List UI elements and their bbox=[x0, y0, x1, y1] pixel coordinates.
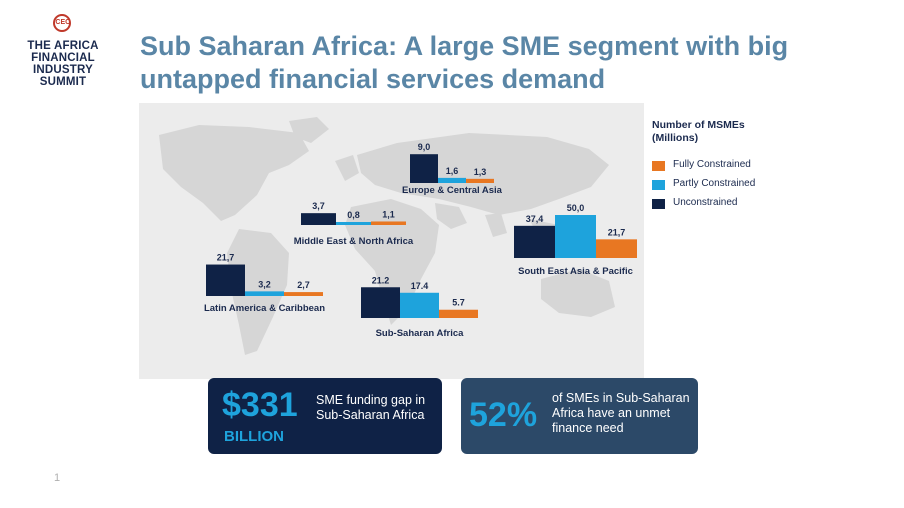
bar-partly bbox=[555, 215, 596, 258]
bar-partly bbox=[438, 177, 466, 183]
bar-unconstrained bbox=[410, 154, 438, 183]
data-label: 1,1 bbox=[382, 209, 395, 219]
legend-swatch-unconstrained bbox=[652, 199, 665, 209]
unmet-need-text: of SMEs in Sub-Saharan Africa have an un… bbox=[552, 391, 690, 435]
bar-unconstrained bbox=[301, 213, 336, 225]
region-label: Sub-Saharan Africa bbox=[376, 328, 465, 339]
data-label: 3,7 bbox=[312, 201, 325, 211]
logo-line-4: SUMMIT bbox=[39, 76, 87, 88]
unmet-need-card: 52% of SMEs in Sub-Saharan Africa have a… bbox=[461, 378, 698, 454]
legend-item-partly: Partly Constrained bbox=[652, 177, 792, 196]
data-label: 50,0 bbox=[567, 203, 585, 213]
data-label: 5.7 bbox=[452, 298, 465, 308]
data-label: 17.4 bbox=[411, 281, 429, 291]
data-label: 3,2 bbox=[258, 279, 271, 289]
legend-label-fully: Fully Constrained bbox=[673, 159, 751, 170]
region-label: South East Asia & Pacific bbox=[518, 266, 633, 277]
region-label: Latin America & Caribbean bbox=[204, 303, 325, 314]
funding-gap-amount: $331 bbox=[222, 386, 298, 424]
bar-fully bbox=[439, 309, 478, 318]
data-label: 0,8 bbox=[347, 210, 360, 220]
bar-fully bbox=[596, 239, 637, 258]
legend-label-partly: Partly Constrained bbox=[673, 178, 756, 189]
legend-item-fully: Fully Constrained bbox=[652, 158, 792, 177]
legend-swatch-fully bbox=[652, 161, 665, 171]
data-label: 1,3 bbox=[474, 167, 487, 177]
unmet-need-percent: 52% bbox=[469, 396, 538, 434]
summit-logo: CEO THE AFRICA FINANCIAL INDUSTRY SUMMIT bbox=[20, 14, 106, 88]
bar-unconstrained bbox=[514, 225, 555, 258]
slide-title: Sub Saharan Africa: A large SME segment … bbox=[140, 31, 789, 94]
bar-unconstrained bbox=[361, 287, 400, 318]
funding-gap-card: $331 BILLION SME funding gap in Sub-Saha… bbox=[208, 378, 442, 454]
bar-partly bbox=[400, 292, 439, 318]
legend-swatch-partly bbox=[652, 180, 665, 190]
logo-line-1: THE AFRICA bbox=[27, 40, 99, 52]
region-label: Europe & Central Asia bbox=[402, 185, 503, 196]
data-label: 37,4 bbox=[526, 214, 544, 224]
data-label: 1,6 bbox=[446, 166, 459, 176]
bar-partly bbox=[336, 222, 371, 225]
page-number: 1 bbox=[54, 472, 61, 484]
bar-partly bbox=[245, 291, 284, 296]
logo-line-3: INDUSTRY bbox=[33, 64, 93, 76]
data-label: 21.2 bbox=[372, 275, 390, 285]
data-label: 21,7 bbox=[608, 227, 626, 237]
funding-gap-text: SME funding gap in Sub-Saharan Africa bbox=[316, 393, 426, 422]
legend-title: Number of MSMEs (Millions) bbox=[652, 119, 745, 144]
data-label: 21,7 bbox=[217, 253, 235, 263]
legend-label-unconstrained: Unconstrained bbox=[673, 197, 738, 208]
legend-item-unconstrained: Unconstrained bbox=[652, 196, 792, 215]
data-label: 2,7 bbox=[297, 280, 310, 290]
world-map-chart: 9,0 1,6 1,3 Europe & Central Asia 3,7 0,8 1,1 M… bbox=[139, 103, 644, 379]
region-label: Middle East & North Africa bbox=[294, 236, 414, 247]
funding-gap-unit: BILLION bbox=[224, 428, 284, 445]
bar-fully bbox=[284, 292, 323, 296]
ceo-logo-mark: CEO bbox=[48, 14, 78, 36]
chart-legend: Number of MSMEs (Millions) Fully Constra… bbox=[652, 119, 792, 215]
bar-fully bbox=[371, 221, 406, 225]
chart-canvas: 9,0 1,6 1,3 Europe & Central Asia 3,7 0,8 1,1 M… bbox=[159, 117, 637, 355]
logo-line-2: FINANCIAL bbox=[31, 52, 95, 64]
data-label: 9,0 bbox=[418, 142, 431, 152]
bar-unconstrained bbox=[206, 264, 245, 296]
bar-fully bbox=[466, 178, 494, 183]
